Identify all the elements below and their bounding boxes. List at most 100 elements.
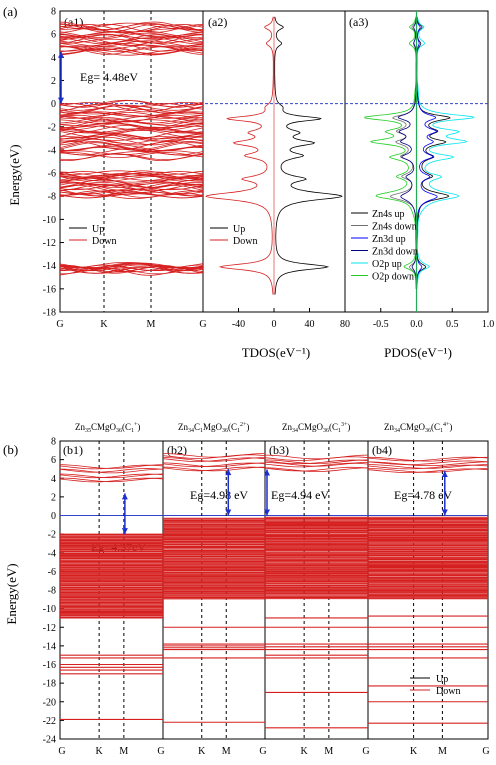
band-line-b4 [367,468,489,474]
band-line-b1 [59,468,164,474]
xlabel-a2: TDOS(eV⁻¹) [242,345,311,360]
ytick-label-a: 0 [51,99,56,110]
band-line-b4 [367,456,489,462]
legend-label-down-a2: Down [233,236,257,247]
legend-label-pdos: O2p up [372,259,402,270]
band-line-b2 [162,457,266,463]
panel-label-b3: (b3) [269,443,289,457]
ytick-label-b: -16 [43,660,56,671]
gap-annotation-a1: Eg= 4.48eV [80,70,138,84]
tdos-up-curve [274,16,343,295]
svg-text:Zn34CMgO36(C13+): Zn34CMgO36(C13+) [282,422,350,434]
legend-label-pdos: Zn4s down [372,222,417,233]
band-line-a1 [59,120,204,129]
band-line-a1 [59,153,204,161]
band-line-b4 [367,456,489,462]
xtick-label-a3: 0.0 [410,319,423,330]
pdos-curve-o2p-down [364,16,417,289]
gap-arrowhead-top-b1 [121,493,128,500]
band-line-b3 [264,459,369,465]
band-line-b3 [264,462,369,468]
xtick-label-a1: G [56,319,63,330]
ytick-label-a: 8 [51,7,56,18]
band-line-a1 [59,34,204,44]
xtick-label-b1: K [96,746,104,757]
gap-arrowhead-bottom-a1 [58,97,64,104]
gap-arrowhead-top-a1 [58,51,64,58]
xtick-label-a2: 40 [305,319,315,330]
band-line-a1 [59,262,204,272]
band-line-a1 [59,123,204,131]
band-line-a1 [59,151,204,156]
legend-label-up-b4: Up [436,674,448,685]
ytick-label-a: -6 [48,169,56,180]
gap-arrowhead-top-b3 [264,469,270,476]
xtick-label-b3: M [324,746,333,757]
band-line-a1 [59,31,204,37]
band-line-a1 [59,38,204,44]
band-line-a1 [59,23,204,33]
band-line-b2 [162,462,266,468]
ytick-label-b: 8 [51,437,56,448]
xtick-label-a1: K [100,319,108,330]
band-line-a1 [59,104,204,111]
band-line-b4 [367,464,489,470]
ytick-label-b: -12 [43,623,56,634]
band-line-b2 [162,466,266,472]
band-line-a1 [59,190,204,198]
band-line-a1 [59,23,204,33]
ytick-label-b: -6 [48,567,56,578]
band-line-a1 [59,192,204,199]
header-b1: Zn35CMgO36(C1+) [75,422,140,434]
band-line-a1 [59,45,204,55]
ytick-label-b: -2 [48,530,56,541]
band-line-b1 [59,473,164,479]
figure-label-b: (b) [3,442,18,457]
band-line-b1 [59,473,164,479]
gap-arrowhead-bottom-b1 [121,528,128,535]
band-line-a1 [59,176,204,182]
ytick-label-b: 6 [51,455,56,466]
band-line-a1 [59,111,204,119]
band-line-a1 [59,142,204,151]
ytick-label-b: -8 [48,586,56,597]
ytick-label-b: -20 [43,697,56,708]
band-line-a1 [59,182,204,188]
header-b2: Zn34C1MgO36(C12+) [178,422,249,434]
band-line-a1 [59,177,204,185]
panel-label-a3: (a3) [349,15,368,29]
band-line-b1 [59,477,164,483]
ytick-label-b: -14 [43,641,56,652]
gap-annotation-b4: Eg=4.78 eV [394,488,452,502]
band-line-b2 [162,454,266,459]
ytick-label-b: 2 [51,492,56,503]
legend-label-pdos: Zn4s up [372,209,405,220]
band-line-b3 [264,467,369,472]
ytick-label-b: 4 [51,474,56,485]
xtick-label-a1: G [199,319,206,330]
band-line-a1 [59,117,203,124]
xtick-label-b2: G [259,746,266,757]
gap-arrowhead-bottom-b3 [264,509,270,516]
svg-text:Zn35CMgO36(C1+): Zn35CMgO36(C1+) [75,422,140,434]
band-line-a1 [59,103,204,110]
legend-label-up-a1: Up [92,224,104,235]
gap-annotation-b2: Eg=4.98 eV [190,488,248,502]
xtick-label-a1: M [147,319,156,330]
band-line-a1 [59,152,204,158]
ytick-label-b: -24 [43,735,56,746]
band-line-a1 [59,134,204,142]
band-line-a1 [59,114,204,123]
ytick-label-b: 0 [51,511,56,522]
ytick-label-a: -12 [43,238,56,249]
band-line-b2 [162,462,266,468]
band-line-a1 [59,264,204,272]
band-line-a1 [59,144,204,151]
ytick-label-a: -14 [43,261,56,272]
legend-label-pdos: Zn3d down [372,247,418,258]
band-line-a1 [59,133,204,140]
band-line-a1 [59,102,204,107]
band-line-b3 [264,454,369,460]
ylabel-b: Energy(eV) [4,563,19,624]
ytick-label-a: 4 [51,53,56,64]
